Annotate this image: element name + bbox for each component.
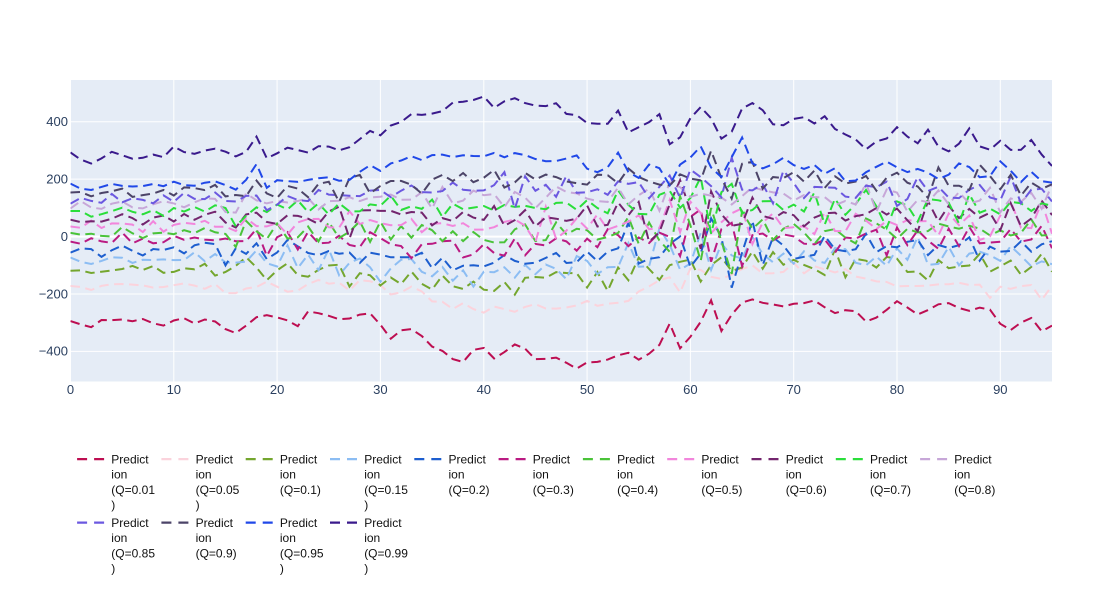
svg-text:60: 60 bbox=[683, 382, 697, 397]
svg-text:10: 10 bbox=[167, 382, 181, 397]
svg-text:70: 70 bbox=[786, 382, 800, 397]
svg-text:−400: −400 bbox=[39, 344, 68, 359]
svg-text:−200: −200 bbox=[39, 286, 68, 301]
svg-text:30: 30 bbox=[373, 382, 387, 397]
svg-text:40: 40 bbox=[477, 382, 491, 397]
svg-text:0: 0 bbox=[61, 229, 68, 244]
svg-text:400: 400 bbox=[46, 114, 68, 129]
svg-text:90: 90 bbox=[993, 382, 1007, 397]
svg-text:0: 0 bbox=[67, 382, 74, 397]
svg-text:20: 20 bbox=[270, 382, 284, 397]
svg-text:200: 200 bbox=[46, 171, 68, 186]
svg-text:80: 80 bbox=[890, 382, 904, 397]
svg-text:50: 50 bbox=[580, 382, 594, 397]
